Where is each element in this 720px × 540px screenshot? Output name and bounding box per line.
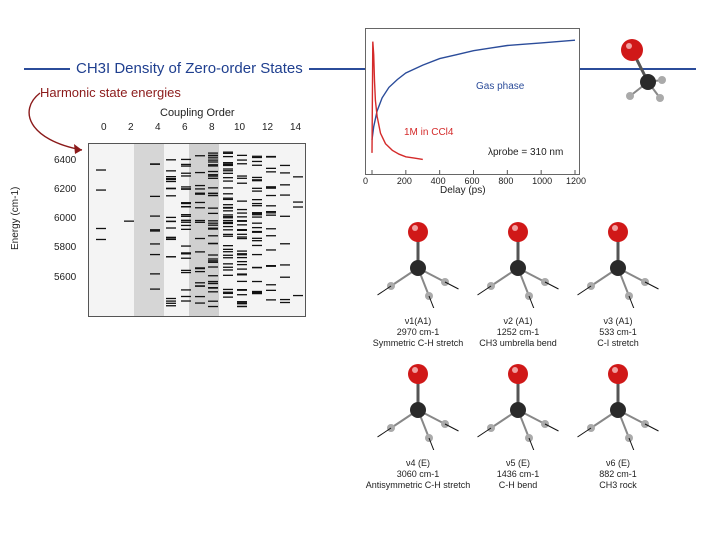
series-label-gas: Gas phase bbox=[476, 81, 525, 92]
mode-freq: 3060 cm-1 bbox=[396, 469, 440, 479]
mode-freq: 533 cm-1 bbox=[599, 327, 637, 337]
mode-desc: Symmetric C-H stretch bbox=[372, 338, 464, 348]
mode-diagram-5 bbox=[477, 364, 559, 450]
delay-tick-400: 400 bbox=[430, 176, 446, 186]
mode-desc: Antisymmetric C-H stretch bbox=[365, 480, 471, 490]
delay-tick-800: 800 bbox=[498, 176, 514, 186]
mode-caption-1: ν1(A1) 2970 cm-1 Symmetric C-H stretch bbox=[358, 316, 478, 349]
mode-caption-2: ν2 (A1) 1252 cm-1 CH3 umbrella bend bbox=[458, 316, 578, 349]
mode-diagram-4 bbox=[377, 364, 459, 450]
mode-title: ν5 (E) bbox=[505, 458, 530, 468]
delay-axis-label: Delay (ps) bbox=[440, 185, 486, 196]
mode-caption-6: ν6 (E) 882 cm-1 CH3 rock bbox=[558, 458, 678, 491]
mode-desc: C-I stretch bbox=[597, 338, 639, 348]
x-tick-2: 2 bbox=[128, 122, 134, 133]
ch3i-molecule-icon bbox=[621, 39, 666, 102]
mode-title: ν3 (A1) bbox=[603, 316, 633, 326]
delay-tick-200: 200 bbox=[396, 176, 412, 186]
mode-diagram-3 bbox=[577, 222, 659, 308]
mode-freq: 2970 cm-1 bbox=[396, 327, 440, 337]
mode-desc: CH3 umbrella bend bbox=[479, 338, 557, 348]
probe-annotation: λprobe = 310 nm bbox=[488, 147, 563, 158]
delay-tick-600: 600 bbox=[464, 176, 480, 186]
mode-title: ν6 (E) bbox=[605, 458, 630, 468]
delay-tick-0: 0 bbox=[363, 176, 369, 186]
title-rule bbox=[24, 68, 696, 70]
harmonic-label: Harmonic state energies bbox=[40, 85, 181, 100]
mode-diagram-6 bbox=[577, 364, 659, 450]
mode-caption-3: ν3 (A1) 533 cm-1 C-I stretch bbox=[558, 316, 678, 349]
mode-caption-5: ν5 (E) 1436 cm-1 C-H bend bbox=[458, 458, 578, 491]
delay-tick-1200: 1200 bbox=[566, 176, 587, 186]
energy-axis-label: Energy (cm-1) bbox=[10, 186, 21, 250]
x-tick-10: 10 bbox=[234, 122, 246, 133]
mode-freq: 1252 cm-1 bbox=[496, 327, 540, 337]
mode-diagram-1 bbox=[377, 222, 459, 308]
y-tick-5800: 5800 bbox=[54, 242, 77, 253]
coupling-order-label: Coupling Order bbox=[160, 107, 235, 119]
x-tick-4: 4 bbox=[155, 122, 161, 133]
mode-diagram-2 bbox=[477, 222, 559, 308]
delay-plot: Gas phase 1M in CCl4 λprobe = 310 nm bbox=[365, 28, 580, 175]
mode-title: ν4 (E) bbox=[405, 458, 430, 468]
x-tick-8: 8 bbox=[209, 122, 215, 133]
mode-title: ν1(A1) bbox=[404, 316, 432, 326]
page-title-text: CH3I Density of Zero-order States bbox=[76, 60, 303, 77]
delay-plot-svg: Gas phase 1M in CCl4 λprobe = 310 nm bbox=[371, 39, 576, 174]
mode-title: ν2 (A1) bbox=[503, 316, 533, 326]
x-tick-12: 12 bbox=[262, 122, 274, 133]
series-label-ccl4: 1M in CCl4 bbox=[404, 127, 454, 138]
series-line-1 bbox=[371, 41, 423, 161]
x-tick-6: 6 bbox=[182, 122, 188, 133]
energy-levels-svg bbox=[96, 144, 303, 316]
mode-caption-4: ν4 (E) 3060 cm-1 Antisymmetric C-H stretch bbox=[358, 458, 478, 491]
mode-freq: 882 cm-1 bbox=[599, 469, 637, 479]
y-tick-6000: 6000 bbox=[54, 213, 77, 224]
shade-band bbox=[189, 144, 219, 316]
energy-levels-panel bbox=[88, 143, 306, 317]
y-tick-5600: 5600 bbox=[54, 272, 77, 283]
delay-tick-1000: 1000 bbox=[532, 176, 553, 186]
mode-freq: 1436 cm-1 bbox=[496, 469, 540, 479]
y-tick-6400: 6400 bbox=[54, 155, 77, 166]
x-tick-0: 0 bbox=[101, 122, 107, 133]
mode-desc: CH3 rock bbox=[599, 480, 637, 490]
series-line-0 bbox=[371, 39, 576, 140]
y-tick-6200: 6200 bbox=[54, 184, 77, 195]
page-title: CH3I Density of Zero-order States bbox=[70, 60, 309, 77]
x-tick-14: 14 bbox=[290, 122, 302, 133]
mode-desc: C-H bend bbox=[498, 480, 538, 490]
